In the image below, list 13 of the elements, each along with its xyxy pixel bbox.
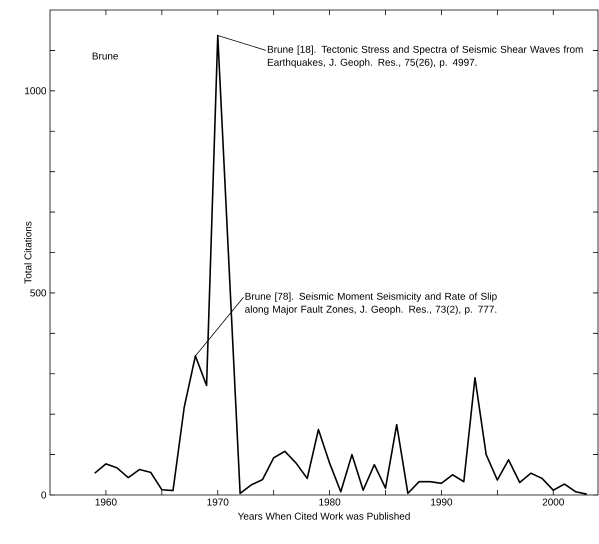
y-tick-label: 500 xyxy=(30,289,46,296)
x-axis-title: Years When Cited Work was Published xyxy=(238,512,410,520)
y-tick-label: 1000 xyxy=(25,87,46,94)
x-tick-label: 1960 xyxy=(96,498,117,506)
y-axis-title: Total Citations xyxy=(24,222,32,284)
x-tick-label: 1970 xyxy=(207,498,228,506)
y-tick-label: 0 xyxy=(41,491,46,499)
x-tick-label: 1990 xyxy=(431,498,452,506)
x-tick-label: 1980 xyxy=(319,498,340,506)
annotation: Brune [78]. Seismic Moment Seismicity and Rate of Slip along Major Fault Zones, J. Geoph. Res., 73(2), p. 777. xyxy=(245,292,497,315)
annotation: Brune xyxy=(92,52,118,60)
x-tick-label: 2000 xyxy=(542,498,564,506)
annotation: Brune [18]. Tectonic Stress and Spectra of Seismic Shear Waves from Earthquakes, J. Geoph. Res., 75(26), p. 4997. xyxy=(268,46,583,68)
